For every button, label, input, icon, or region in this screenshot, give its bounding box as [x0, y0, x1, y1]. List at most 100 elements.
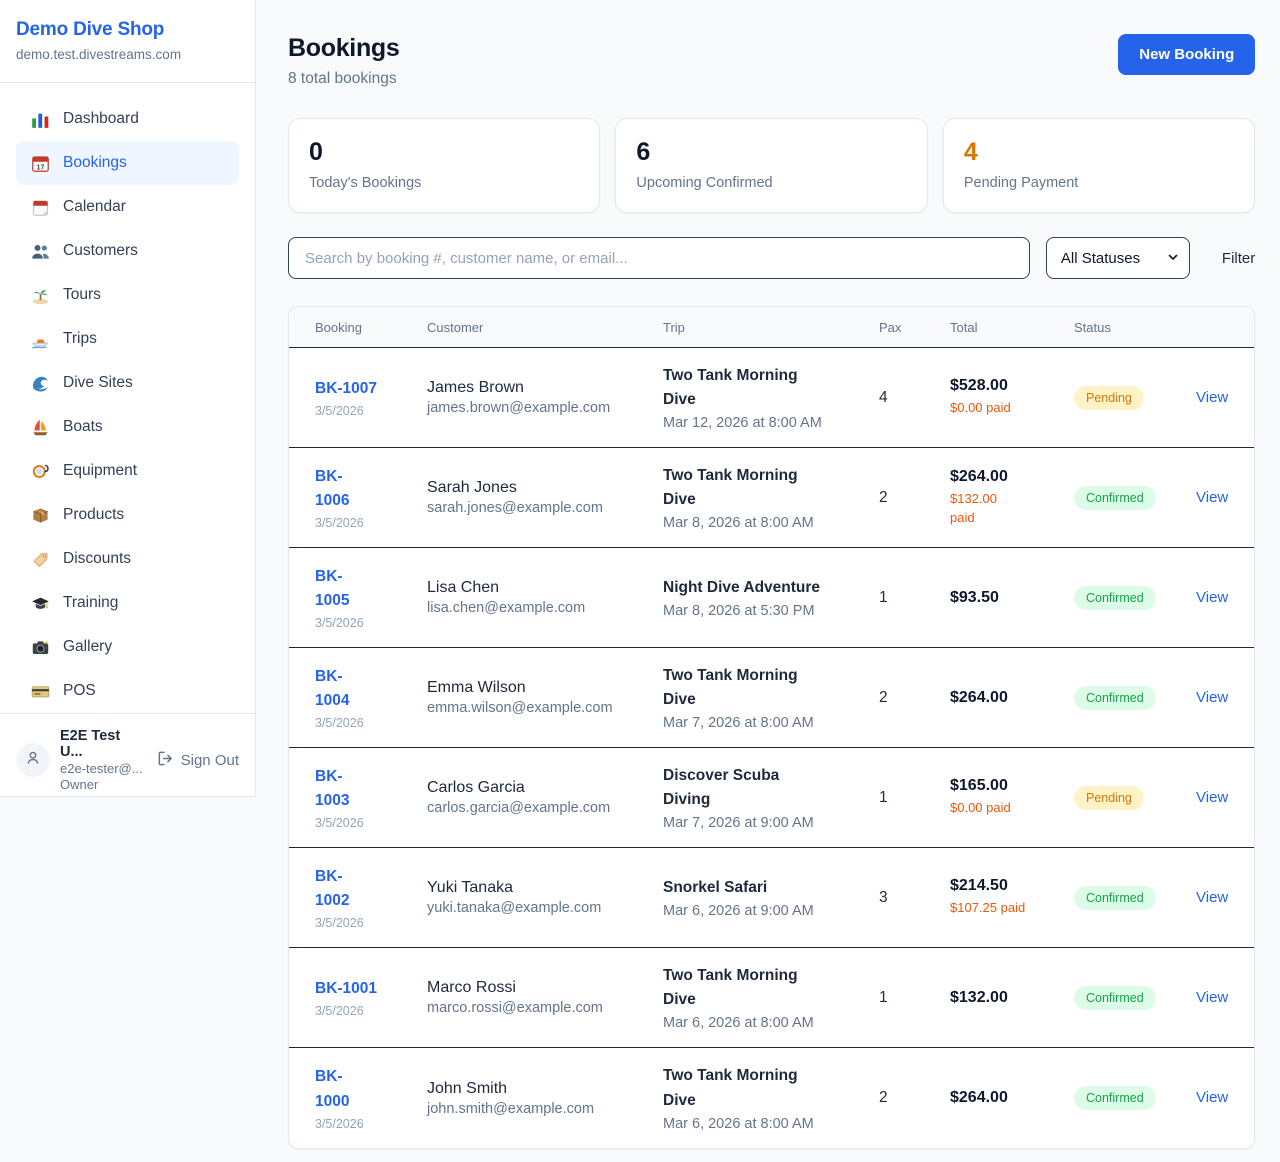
customer-name: Yuki Tanaka: [427, 879, 513, 896]
page-header-text: Bookings 8 total bookings: [288, 34, 400, 88]
total-amount: $264.00: [950, 1089, 1008, 1106]
sidebar-item-gallery[interactable]: Gallery: [16, 625, 239, 669]
actions-cell: View: [1196, 889, 1228, 907]
pax-count: 2: [879, 688, 888, 706]
view-link[interactable]: View: [1196, 788, 1229, 806]
stat-card-today-s-bookings: 0 Today's Bookings: [288, 118, 601, 213]
pax-count: 4: [879, 388, 888, 406]
trip-cell: Two Tank Morning Dive Mar 12, 2026 at 8:…: [663, 364, 879, 431]
table-row-bk-1007: BK-1007 3/5/2026 James Brown james.brown…: [289, 348, 1255, 448]
sidebar-item-customers[interactable]: Customers: [16, 229, 239, 273]
tag-icon: [30, 549, 50, 569]
stat-label: Pending Payment: [963, 175, 1079, 191]
sign-out-button[interactable]: Sign Out: [157, 750, 239, 771]
booking-cell: BK-1001 3/5/2026: [315, 977, 427, 1018]
sidebar-item-boats[interactable]: Boats: [16, 405, 239, 449]
sidebar-item-calendar[interactable]: Calendar: [16, 185, 239, 229]
sidebar-item-tours[interactable]: Tours: [16, 273, 239, 317]
sidebar-item-pos[interactable]: POS: [16, 669, 239, 713]
main-content: Bookings 8 total bookings New Booking 0 …: [256, 0, 1280, 1162]
trip-datetime: Mar 6, 2026 at 8:00 AM: [663, 1115, 814, 1132]
total-amount: $528.00: [950, 377, 1008, 395]
trip-datetime: Mar 12, 2026 at 8:00 AM: [663, 415, 822, 432]
sidebar-item-label: POS: [63, 682, 96, 699]
sidebar-item-label: Calendar: [63, 198, 126, 215]
view-link[interactable]: View: [1196, 888, 1229, 906]
status-select[interactable]: All Statuses: [1045, 237, 1190, 279]
table-row-bk-1006: BK- 1006 3/5/2026 Sarah Jones sarah.jone…: [289, 448, 1255, 548]
customer-name: James Brown: [427, 379, 524, 396]
booking-id-link[interactable]: BK- 1006: [315, 467, 350, 509]
sidebar-item-trips[interactable]: Trips: [16, 317, 239, 361]
stat-value: 4: [963, 138, 978, 166]
stat-card-upcoming-confirmed: 6 Upcoming Confirmed: [615, 118, 928, 213]
booking-id-link[interactable]: BK- 1004: [315, 667, 350, 709]
view-link[interactable]: View: [1196, 688, 1229, 706]
booking-cell: BK- 1003 3/5/2026: [315, 765, 427, 830]
stat-value: 6: [636, 138, 651, 166]
paid-amount: $107.25 paid: [950, 900, 1026, 916]
trip-name: Two Tank Morning Dive: [663, 466, 798, 508]
status-badge: Confirmed: [1074, 585, 1156, 610]
actions-cell: View: [1196, 389, 1228, 407]
sign-out-label: Sign Out: [180, 751, 239, 769]
booking-id-link[interactable]: BK- 1002: [315, 867, 350, 909]
customer-name: Marco Rossi: [427, 979, 516, 996]
booking-id-link[interactable]: BK-1001: [315, 979, 378, 997]
view-link[interactable]: View: [1196, 388, 1229, 406]
trip-cell: Two Tank Morning Dive Mar 8, 2026 at 8:0…: [663, 464, 879, 531]
status-badge: Pending: [1074, 385, 1144, 410]
booking-cell: BK- 1004 3/5/2026: [315, 665, 427, 730]
new-booking-button[interactable]: New Booking: [1118, 34, 1256, 75]
view-link[interactable]: View: [1196, 588, 1229, 606]
sidebar-item-dive-sites[interactable]: Dive Sites: [16, 361, 239, 405]
booking-date: 3/5/2026: [315, 616, 364, 631]
sidebar-item-label: Customers: [63, 242, 138, 259]
customer-email: lisa.chen@example.com: [427, 600, 586, 616]
left-rail: Demo Dive Shop demo.test.divestreams.com…: [0, 0, 256, 1162]
pax-count: 1: [879, 588, 888, 606]
total-amount: $264.00: [950, 688, 1008, 706]
calendar-date-icon: 17: [30, 153, 50, 173]
island-icon: [30, 285, 50, 305]
search-input[interactable]: [288, 237, 1030, 279]
trip-name: Two Tank Morning Dive: [663, 366, 798, 408]
status-badge: Confirmed: [1074, 1086, 1156, 1110]
total-cell: $528.00 $0.00 paid: [950, 377, 1074, 418]
trip-name: Two Tank Morning Dive: [663, 666, 798, 708]
status-badge: Confirmed: [1074, 985, 1156, 1010]
person-icon: [24, 749, 42, 772]
booking-id-link[interactable]: BK- 1000: [315, 1068, 350, 1110]
filter-button[interactable]: Filter: [1221, 249, 1256, 267]
sidebar-item-discounts[interactable]: Discounts: [16, 537, 239, 581]
table-row-bk-1003: BK- 1003 3/5/2026 Carlos Garcia carlos.g…: [289, 748, 1255, 848]
customer-email: marco.rossi@example.com: [427, 1000, 603, 1016]
total-amount: $132.00: [950, 988, 1008, 1006]
customer-name: Lisa Chen: [427, 579, 500, 596]
booking-date: 3/5/2026: [315, 916, 364, 931]
booking-id-link[interactable]: BK- 1005: [315, 567, 350, 609]
sidebar-item-training[interactable]: Training: [16, 581, 239, 625]
column-header-customer: Customer: [427, 319, 484, 335]
booking-cell: BK- 1006 3/5/2026: [315, 465, 427, 530]
sidebar-item-dashboard[interactable]: Dashboard: [16, 97, 239, 141]
sidebar-item-label: Trips: [63, 330, 97, 347]
paid-amount: $0.00 paid: [950, 800, 1011, 816]
total-amount: $214.50: [950, 877, 1008, 895]
booking-id-link[interactable]: BK-1007: [315, 379, 378, 397]
sidebar-item-label: Products: [63, 506, 125, 523]
customer-cell: Yuki Tanaka yuki.tanaka@example.com: [427, 879, 663, 916]
table-row-bk-1005: BK- 1005 3/5/2026 Lisa Chen lisa.chen@ex…: [289, 548, 1255, 648]
status-select-wrap: All Statuses: [1045, 237, 1190, 279]
trip-datetime: Mar 6, 2026 at 8:00 AM: [663, 1015, 814, 1032]
customer-email: emma.wilson@example.com: [427, 700, 613, 716]
view-link[interactable]: View: [1196, 488, 1229, 506]
customer-cell: Sarah Jones sarah.jones@example.com: [427, 479, 663, 516]
view-link[interactable]: View: [1196, 988, 1229, 1006]
view-link[interactable]: View: [1196, 1089, 1229, 1106]
sidebar-item-bookings[interactable]: 17 Bookings: [16, 141, 239, 185]
booking-id-link[interactable]: BK- 1003: [315, 767, 350, 809]
sidebar-item-products[interactable]: Products: [16, 493, 239, 537]
sidebar-item-equipment[interactable]: Equipment: [16, 449, 239, 493]
total-cell: $214.50 $107.25 paid: [950, 877, 1074, 918]
